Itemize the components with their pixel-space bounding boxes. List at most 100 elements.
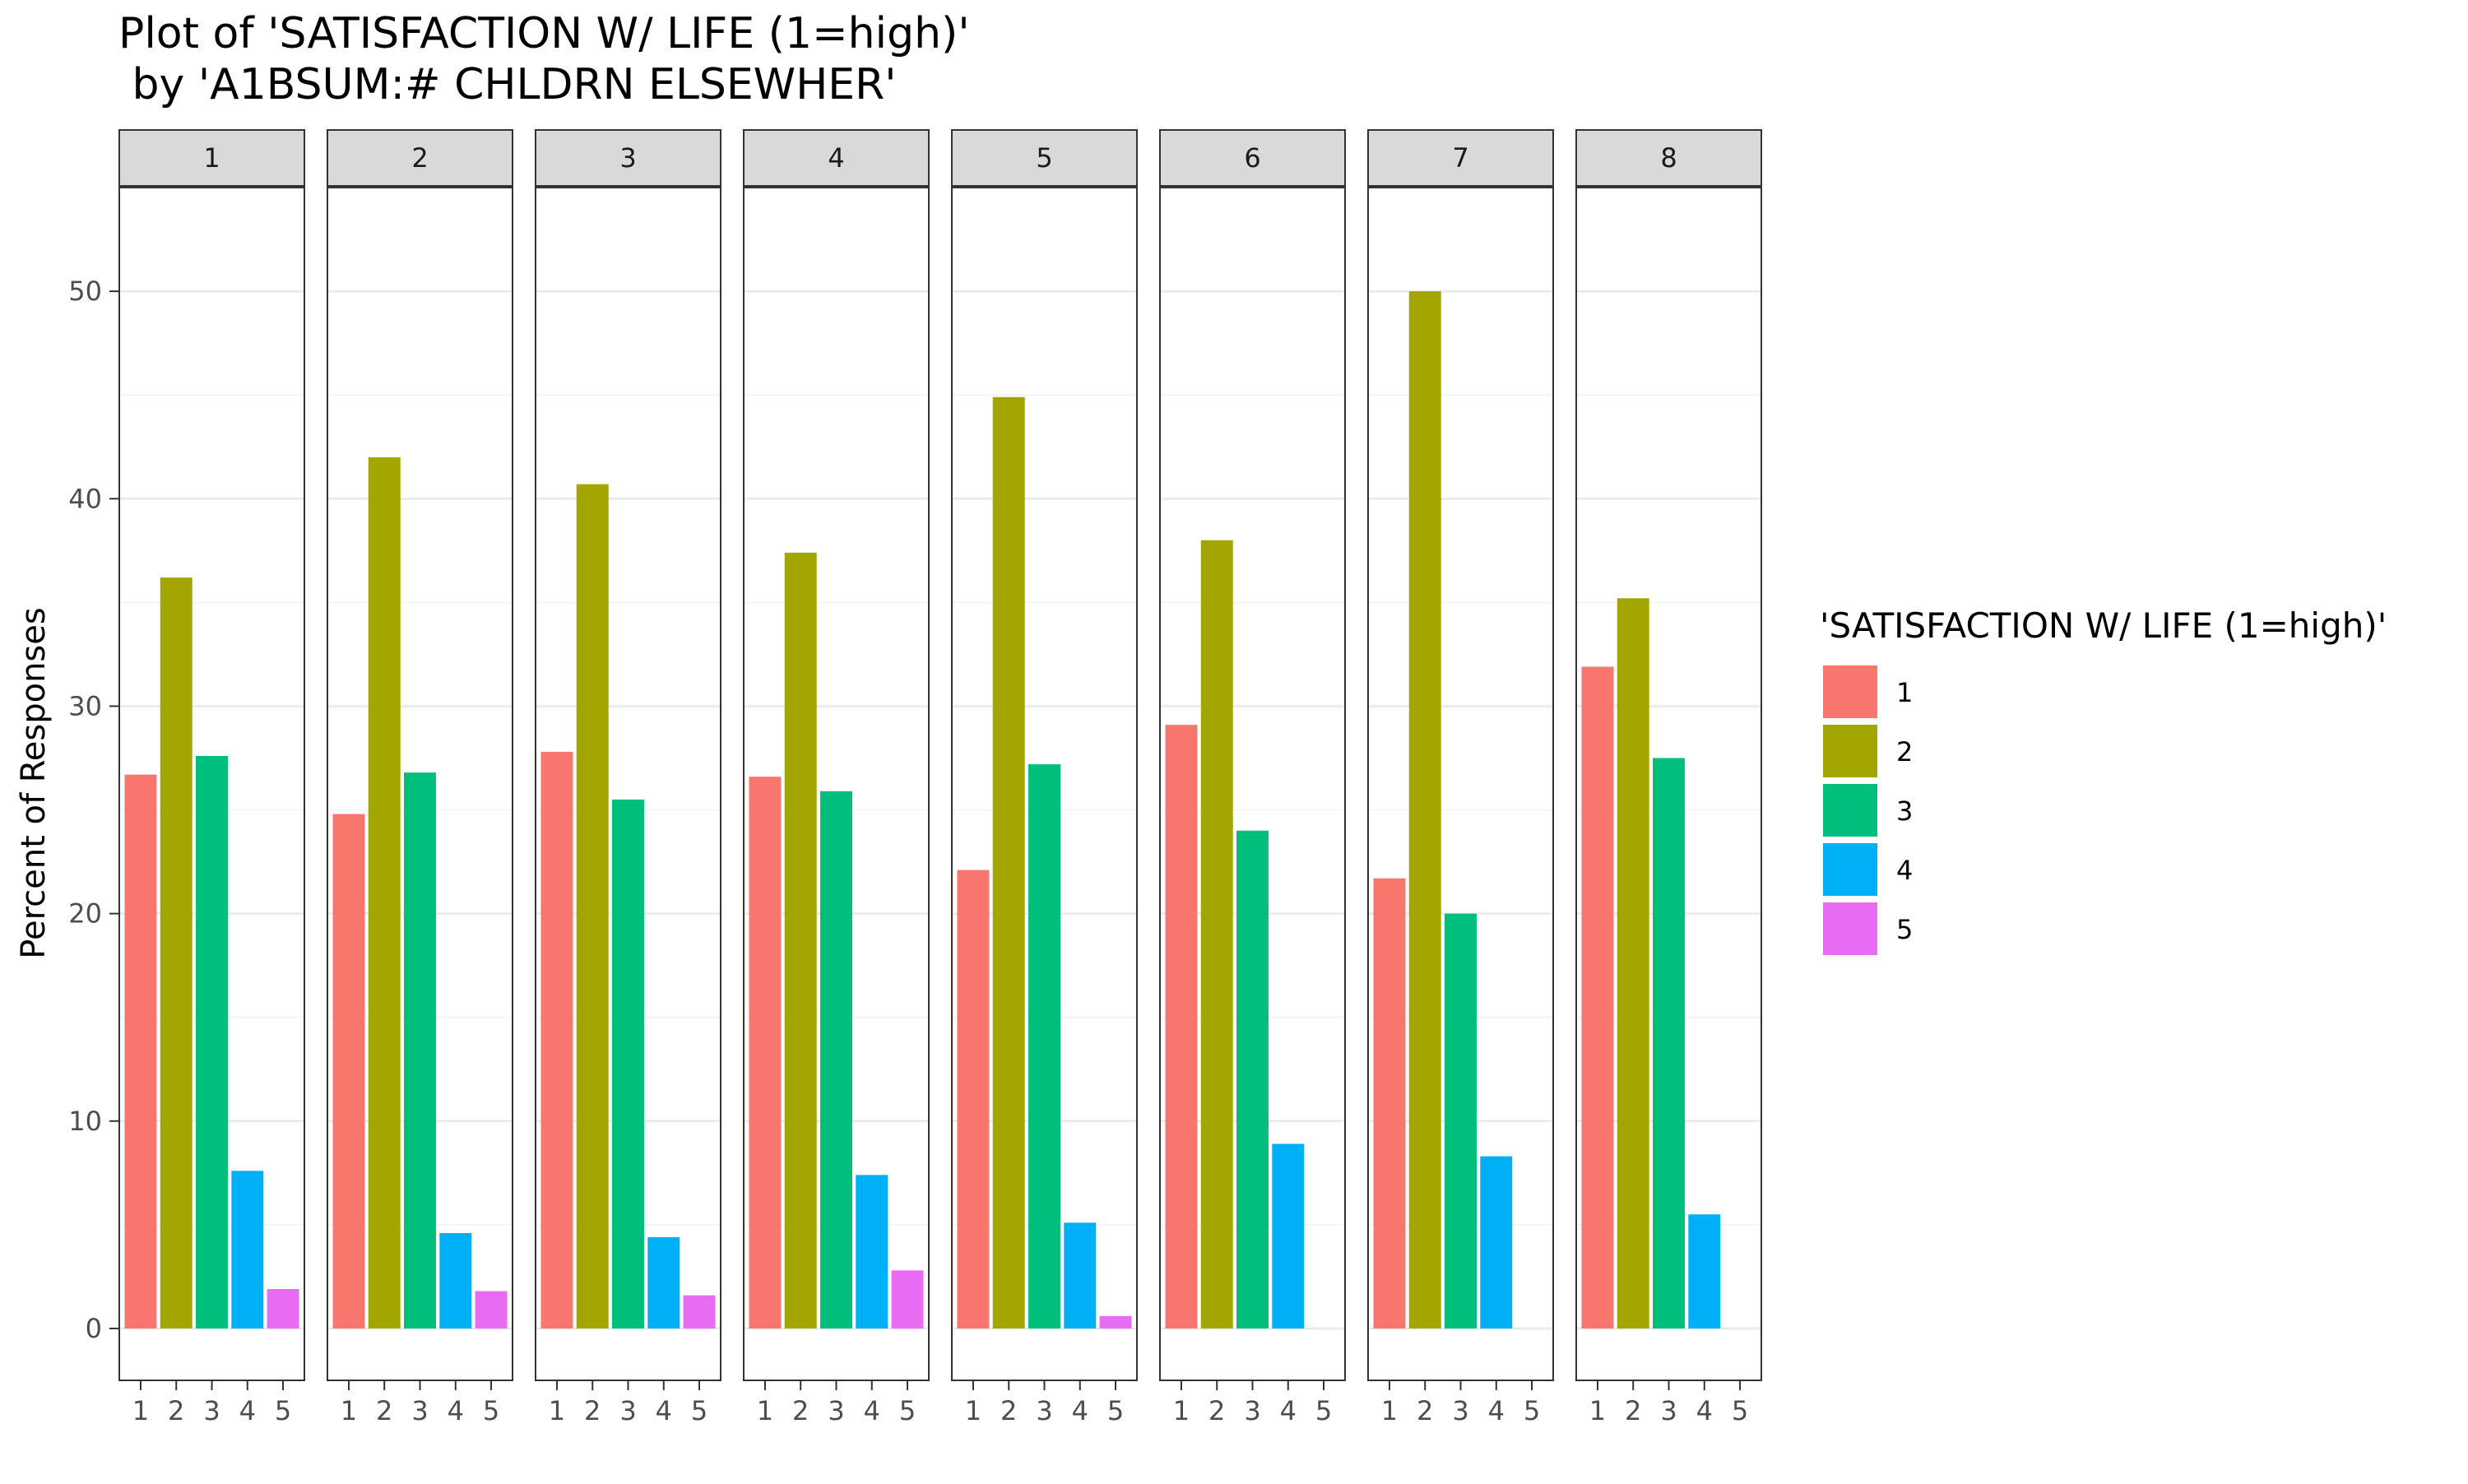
x-tick-label: 3	[619, 1395, 636, 1426]
x-tick-label: 1	[549, 1395, 565, 1426]
bar	[820, 791, 852, 1329]
x-tick-label: 4	[656, 1395, 672, 1426]
x-tick-label: 3	[828, 1395, 844, 1426]
bar	[1028, 764, 1060, 1329]
bar	[1272, 1143, 1305, 1329]
facet-strip-label: 2	[411, 142, 428, 174]
bar	[475, 1291, 508, 1329]
x-tick-label: 3	[203, 1395, 220, 1426]
facet-panel: 21 2 3 4 5	[327, 129, 513, 1426]
legend-label: 3	[1896, 795, 1913, 827]
x-tick-label: 4	[1280, 1395, 1297, 1426]
x-tick-label: 5	[1107, 1395, 1124, 1426]
x-tick-label: 5	[1524, 1395, 1540, 1426]
bar	[1373, 878, 1406, 1329]
facet-strip	[535, 129, 721, 187]
facet-strip	[1367, 129, 1554, 187]
bar	[1581, 666, 1614, 1329]
legend-label: 4	[1896, 855, 1913, 886]
x-tick-label: 5	[483, 1395, 499, 1426]
x-tick-label: 4	[239, 1395, 256, 1426]
chart-title-line1: Plot of 'SATISFACTION W/ LIFE (1=high)'	[118, 9, 970, 58]
x-tick-label: 5	[1315, 1395, 1332, 1426]
x-tick-label: 4	[1696, 1395, 1713, 1426]
facet-strip	[327, 129, 513, 187]
legend-item: 3	[1821, 782, 1913, 838]
facet-strip	[743, 129, 930, 187]
facet-panel: 31 2 3 4 5	[535, 129, 721, 1426]
legend-item: 5	[1821, 901, 1913, 957]
x-tick-label: 4	[1488, 1395, 1505, 1426]
y-axis-ticks: 0 10 20 30 40 50	[68, 276, 119, 1344]
x-tick-label: 3	[1660, 1395, 1677, 1426]
bar	[267, 1289, 299, 1329]
facet-panel: 11 2 3 4 5	[118, 129, 305, 1426]
legend-item: 1	[1821, 664, 1913, 720]
bar	[160, 577, 193, 1329]
chart-title-line2: by 'A1BSUM:# CHLDRN ELSEWHER'	[118, 60, 897, 109]
x-tick-label: 5	[275, 1395, 291, 1426]
x-tick-label: 1	[341, 1395, 357, 1426]
bar	[856, 1175, 888, 1329]
bar	[1445, 913, 1477, 1329]
facet-strip	[1159, 129, 1346, 187]
bar	[576, 484, 609, 1329]
legend-item: 4	[1821, 842, 1913, 897]
bar	[784, 552, 817, 1329]
facet-strip	[118, 129, 305, 187]
bar	[124, 774, 157, 1329]
legend-key	[1821, 842, 1879, 897]
facet-strip-label: 1	[203, 142, 220, 174]
facet-panel: 41 2 3 4 5	[743, 129, 930, 1426]
bar	[540, 751, 573, 1329]
facet-strip-label: 4	[828, 142, 844, 174]
bar	[1617, 598, 1649, 1329]
bar	[1064, 1222, 1097, 1329]
y-tick-label: 50	[68, 276, 102, 307]
facet-panel: 51 2 3 4 5	[951, 129, 1138, 1426]
x-tick-label: 5	[691, 1395, 707, 1426]
bar	[1236, 830, 1269, 1329]
legend-label: 5	[1896, 914, 1913, 945]
y-tick-label: 10	[68, 1106, 102, 1137]
legend-key	[1821, 782, 1879, 838]
legend-label: 1	[1896, 677, 1913, 708]
legend-key	[1821, 664, 1879, 720]
bar	[1653, 758, 1685, 1329]
bar	[1200, 540, 1233, 1329]
bar	[612, 799, 644, 1329]
x-tick-label: 4	[1072, 1395, 1088, 1426]
facet-strip-label: 5	[1036, 142, 1052, 174]
x-tick-label: 1	[1381, 1395, 1398, 1426]
facet-strip-label: 3	[619, 142, 636, 174]
legend-key	[1821, 901, 1879, 957]
x-tick-label: 1	[132, 1395, 149, 1426]
x-tick-label: 1	[757, 1395, 773, 1426]
x-tick-label: 2	[792, 1395, 809, 1426]
x-tick-label: 2	[1417, 1395, 1433, 1426]
facet-panel: 8 1 2 3 4 5	[1575, 129, 1762, 1426]
facet-panel: 7 1 2 3 4 5	[1367, 129, 1554, 1426]
x-tick-label: 2	[1625, 1395, 1641, 1426]
facet-strip-label: 6	[1244, 142, 1260, 174]
x-tick-label: 2	[1000, 1395, 1017, 1426]
facet-strip	[1575, 129, 1762, 187]
facet-strip-label: 8	[1660, 142, 1677, 174]
legend-title: 'SATISFACTION W/ LIFE (1=high)'	[1820, 605, 2387, 646]
bar	[1688, 1214, 1721, 1329]
y-axis-label: Percent of Responses	[15, 607, 53, 958]
bar	[1408, 291, 1441, 1329]
legend: 'SATISFACTION W/ LIFE (1=high)' 1 2 3 4 5	[1820, 605, 2387, 957]
x-tick-label: 1	[965, 1395, 981, 1426]
bar	[647, 1237, 680, 1329]
x-tick-label: 2	[584, 1395, 601, 1426]
x-tick-label: 5	[899, 1395, 916, 1426]
x-tick-label: 2	[168, 1395, 184, 1426]
x-tick-label: 3	[1452, 1395, 1468, 1426]
bar	[891, 1270, 924, 1329]
bar	[439, 1232, 472, 1329]
x-tick-label: 3	[411, 1395, 428, 1426]
y-tick-label: 30	[68, 690, 102, 721]
bar	[368, 457, 401, 1329]
